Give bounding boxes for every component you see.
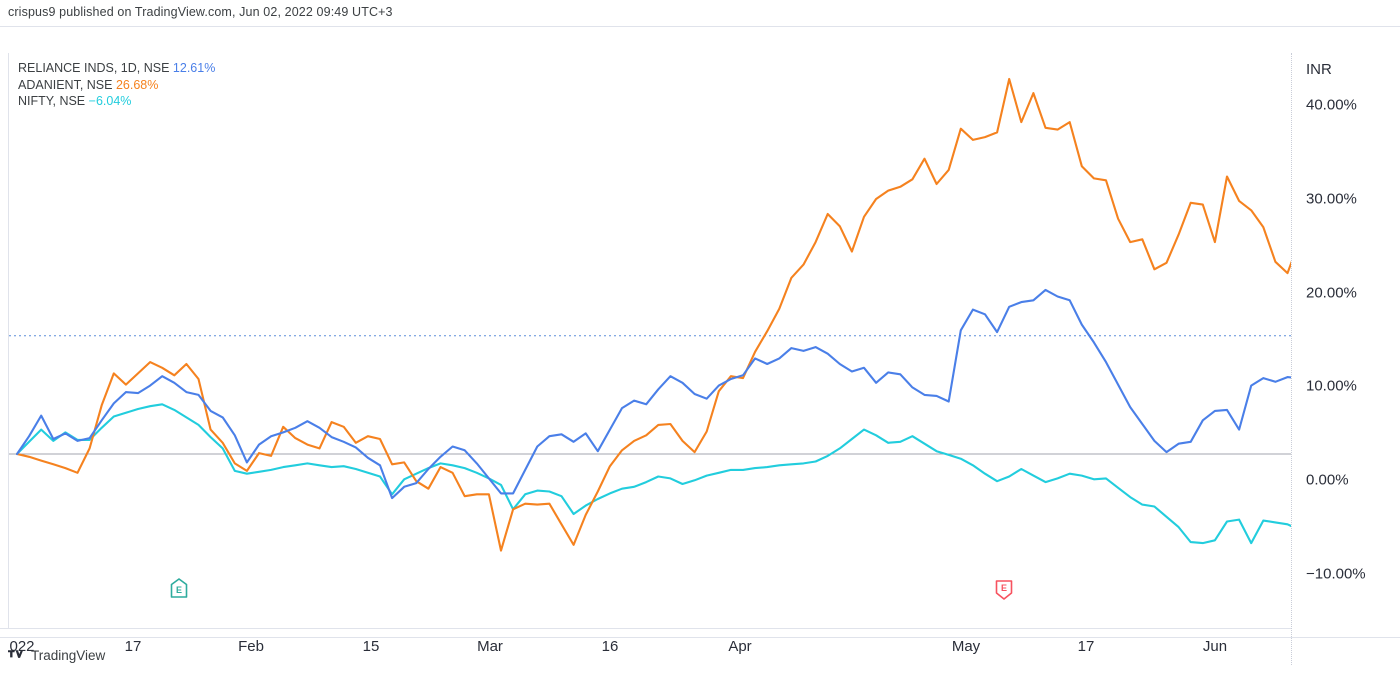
time-axis-tick: 17 [124,638,142,655]
time-axis[interactable]: 022 17 Feb 15 Mar 16 Apr May 17 Jun [0,628,1291,666]
legend-row-nifty[interactable]: NIFTY, NSE −6.04% [18,93,215,110]
price-axis-tick: 20.00% [1306,284,1357,301]
chart-legend: RELIANCE INDS, 1D, NSE 12.61% ADANIENT, … [18,60,215,110]
earnings-marker-down[interactable]: E [995,578,1013,600]
legend-row-reliance[interactable]: RELIANCE INDS, 1D, NSE 12.61% [18,60,215,77]
legend-label-nifty: NIFTY, NSE [18,94,86,108]
time-axis-tick: Mar [477,638,503,655]
plot-area[interactable] [8,53,1291,628]
earnings-marker-label: E [1000,583,1007,593]
tradingview-logo-icon [8,650,24,658]
series-line-nifty [15,403,1291,545]
legend-label-adanient: ADANIENT, NSE [18,77,113,92]
time-axis-tick: May [951,638,981,655]
time-axis-tick: Feb [238,638,264,655]
earnings-badge-icon [170,578,188,598]
earnings-badge-icon [995,580,1013,600]
legend-value-reliance: 12.61% [172,61,216,75]
price-axis-tick: 30.00% [1306,190,1357,208]
price-axis-tick: −10.00% [1306,565,1366,583]
legend-value-adanient: 26.68% [115,77,159,92]
series-line-adanient [15,77,1291,552]
time-axis-tick: 17 [1077,638,1095,655]
currency-label: INR [1306,61,1332,78]
time-axis-tick: 16 [601,638,619,655]
time-axis-tick: Jun [1202,638,1228,655]
series-line-reliance [15,288,1291,500]
price-axis-tick: 0.00% [1306,471,1349,489]
publisher-attribution: crispus9 published on TradingView.com, J… [8,5,393,19]
chart-frame: RELIANCE INDS, 1D, NSE 12.61% ADANIENT, … [0,26,1400,665]
time-axis-tick: Apr [728,638,752,655]
time-axis-tick: 15 [362,638,380,655]
earnings-marker-up[interactable]: E [170,578,188,600]
legend-label-reliance: RELIANCE INDS, 1D, NSE [18,61,170,75]
series-canvas [9,77,1291,552]
legend-row-adanient[interactable]: ADANIENT, NSE 26.68% [18,77,215,94]
earnings-marker-label: E [175,585,182,595]
price-axis[interactable]: INR −10.00% 0.00% 10.00% 20.00% 30.00% 40.00% [1291,53,1400,665]
price-axis-tick: 10.00% [1306,377,1357,395]
price-axis-tick: 40.00% [1306,96,1357,114]
legend-value-nifty: −6.04% [88,94,132,108]
tradingview-wordmark: TradingView [31,648,106,663]
footer-branding: TradingView [8,648,105,663]
